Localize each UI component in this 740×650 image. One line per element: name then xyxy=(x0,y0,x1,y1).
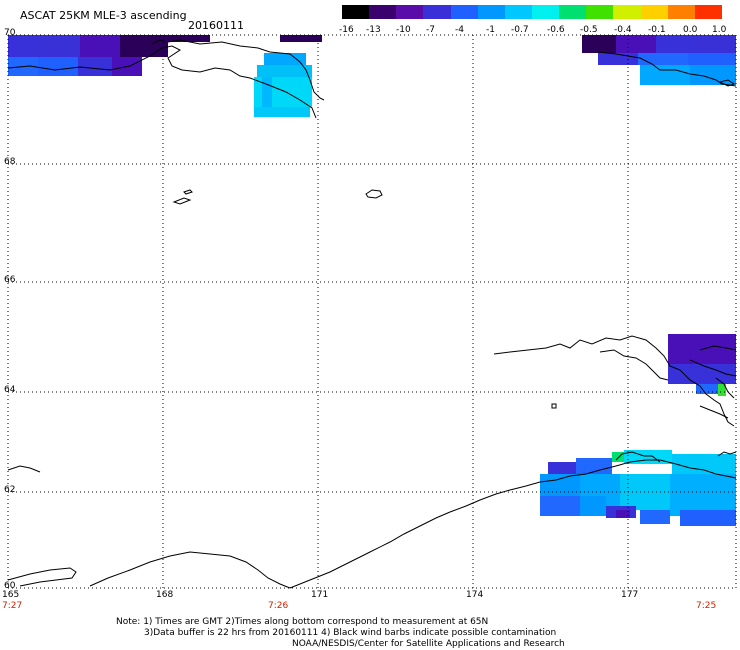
colorbar xyxy=(342,5,722,19)
map-title: ASCAT 25KM MLE-3 ascending xyxy=(20,9,187,22)
colorbar-label: -0.6 xyxy=(547,25,565,35)
colorbar-segment xyxy=(423,5,451,19)
colorbar-segment xyxy=(613,5,641,19)
colorbar-segment xyxy=(504,5,532,19)
colorbar-label: -16 xyxy=(339,25,354,35)
lon-label: 177 xyxy=(621,590,639,600)
colorbar-segment xyxy=(369,5,397,19)
time-label: 7:25 xyxy=(696,601,717,611)
colorbar-strip xyxy=(342,5,722,19)
colorbar-segment xyxy=(667,5,695,19)
colorbar-label: -7 xyxy=(426,25,435,35)
lon-label: 165 xyxy=(2,590,20,600)
colorbar-segment xyxy=(342,5,370,19)
colorbar-label: -0.5 xyxy=(580,25,598,35)
colorbar-segment xyxy=(396,5,424,19)
lat-label: 70 xyxy=(4,28,16,38)
lon-label: 174 xyxy=(466,590,484,600)
lat-label: 64 xyxy=(4,385,16,395)
lon-label: 171 xyxy=(311,590,329,600)
colorbar-segment xyxy=(586,5,614,19)
colorbar-segment xyxy=(477,5,505,19)
colorbar-label: -0.4 xyxy=(614,25,632,35)
colorbar-label: -0.1 xyxy=(648,25,666,35)
colorbar-label: -4 xyxy=(455,25,464,35)
lat-label: 60 xyxy=(4,581,16,591)
lat-label: 62 xyxy=(4,485,16,495)
colorbar-label: -0.7 xyxy=(511,25,529,35)
note-line: 3)Data buffer is 22 hrs from 20160111 4)… xyxy=(144,628,557,638)
colorbar-label: 0.0 xyxy=(683,25,698,35)
colorbar-segment xyxy=(450,5,478,19)
lon-label: 168 xyxy=(156,590,174,600)
colorbar-segment xyxy=(531,5,560,19)
lat-label: 68 xyxy=(4,157,16,167)
colorbar-segment xyxy=(640,5,668,19)
map-date: 20160111 xyxy=(188,19,244,32)
note-line: Note: 1) Times are GMT 2)Times along bot… xyxy=(116,617,489,627)
colorbar-label: -1 xyxy=(486,25,495,35)
colorbar-segment xyxy=(694,5,722,19)
colorbar-label: -10 xyxy=(396,25,411,35)
time-label: 7:26 xyxy=(268,601,289,611)
coastline xyxy=(7,39,737,589)
colorbar-label: 1.0 xyxy=(712,25,727,35)
colorbar-label: -13 xyxy=(366,25,381,35)
colorbar-segment xyxy=(559,5,587,19)
credit-line: NOAA/NESDIS/Center for Satellite Applica… xyxy=(292,639,565,649)
lat-label: 66 xyxy=(4,275,16,285)
wind-speed-swaths xyxy=(8,35,736,526)
graticule xyxy=(7,34,737,589)
time-label: 7:27 xyxy=(2,601,23,611)
